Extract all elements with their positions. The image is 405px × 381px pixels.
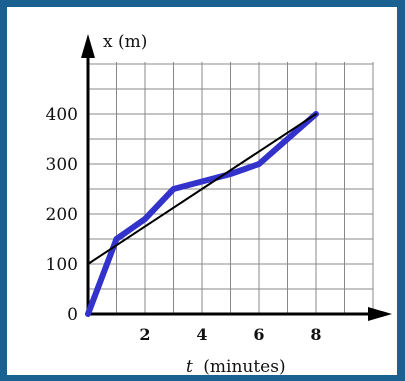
x-axis-unit: (minutes) [203, 357, 285, 377]
x-tick-label: 8 [310, 325, 321, 344]
axes [81, 34, 392, 321]
x-tick-label: 2 [139, 325, 150, 344]
y-tick-label: 100 [46, 255, 78, 275]
y-axis-arrow [81, 34, 95, 58]
y-axis-label: x (m) [103, 32, 147, 52]
x-axis-arrow [368, 307, 392, 321]
x-tick-label: 6 [253, 325, 264, 344]
y-tick-label: 200 [46, 205, 78, 225]
series-line-position [85, 111, 319, 317]
y-tick-label: 0 [67, 305, 78, 325]
y-tick-label: 400 [46, 105, 78, 125]
grid [88, 62, 374, 314]
series-group [85, 111, 319, 317]
x-axis-variable: t [186, 357, 193, 377]
x-axis-label: t (minutes) [186, 357, 286, 377]
series-line-trend [87, 113, 317, 265]
x-tick-label: 4 [196, 325, 207, 344]
y-tick-label: 300 [46, 155, 78, 175]
tick-labels: 2 4 6 8 0 100 200 300 400 [46, 105, 322, 344]
